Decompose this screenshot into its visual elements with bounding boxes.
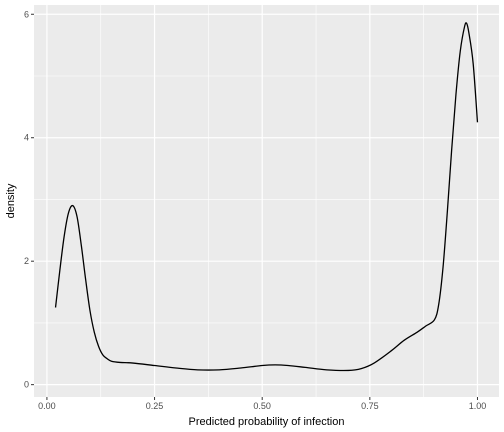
major-gridlines bbox=[34, 5, 499, 397]
x-axis-title: Predicted probability of infection bbox=[189, 416, 345, 428]
density-curve bbox=[54, 22, 479, 372]
minor-gridlines bbox=[34, 5, 499, 397]
y-axis-title: density bbox=[5, 183, 17, 218]
y-axis-ticks: 0 2 4 6 bbox=[24, 9, 34, 390]
x-tick-label: 0.25 bbox=[146, 401, 164, 411]
plot-panel bbox=[34, 5, 499, 397]
x-tick-label: 0.75 bbox=[361, 401, 379, 411]
y-tick-label: 0 bbox=[24, 380, 29, 390]
x-tick-label: 1.00 bbox=[469, 401, 487, 411]
x-tick-label: 0.50 bbox=[253, 401, 271, 411]
y-tick-label: 6 bbox=[24, 9, 29, 19]
y-tick-label: 2 bbox=[24, 256, 29, 266]
y-tick-label: 4 bbox=[24, 133, 29, 143]
x-axis-ticks: 0.00 0.25 0.50 0.75 1.00 bbox=[38, 397, 486, 411]
x-tick-label: 0.00 bbox=[38, 401, 56, 411]
